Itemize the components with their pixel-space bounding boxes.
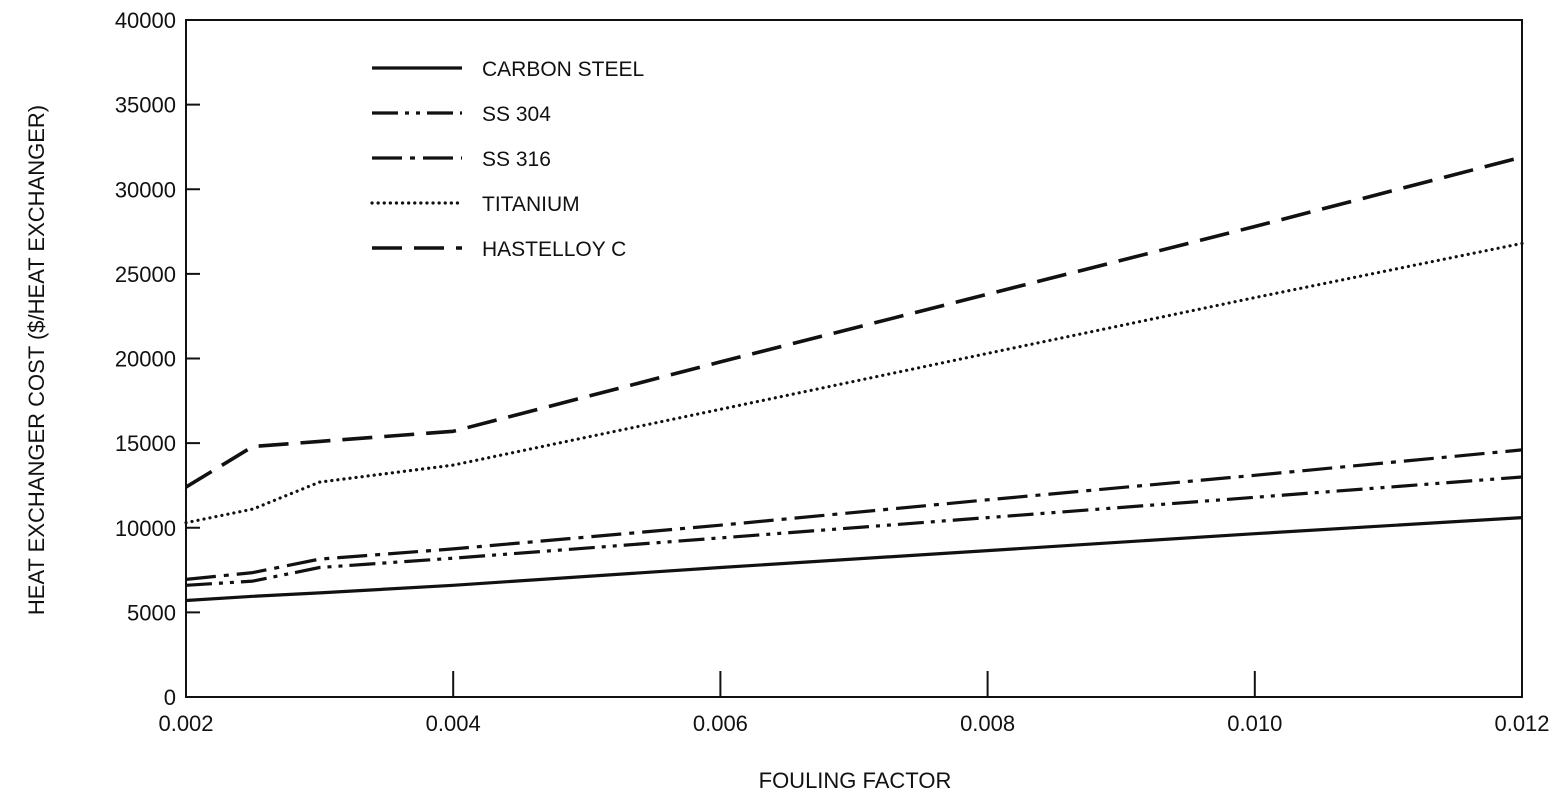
legend-label-titanium: TITANIUM <box>482 193 580 216</box>
y-tick-label: 15000 <box>115 431 176 456</box>
x-tick-label: 0.008 <box>960 711 1015 736</box>
y-axis-title: HEAT EXCHANGER COST ($/HEAT EXCHANGER) <box>24 105 49 615</box>
legend-label-ss-316: SS 316 <box>482 148 551 171</box>
series-line-ss-316 <box>185 448 1523 581</box>
y-tick-label: 40000 <box>115 8 176 33</box>
x-tick-label: 0.010 <box>1227 711 1282 736</box>
x-tick-label: 0.004 <box>426 711 481 736</box>
y-tick-label: 25000 <box>115 262 176 287</box>
y-tick-label: 20000 <box>115 347 176 372</box>
y-axis: 0 5000 10000 15000 20000 25000 30000 35000 40000 <box>115 8 200 710</box>
series-line-hastelloy-c <box>185 155 1523 489</box>
y-tick-label: 30000 <box>115 177 176 202</box>
x-tick-label: 0.006 <box>693 711 748 736</box>
series-lines <box>184 155 1524 603</box>
legend-label-hastelloy-c: HASTELLOY C <box>482 238 626 261</box>
y-tick-label: 0 <box>164 685 176 710</box>
series-line-carbon-steel <box>185 516 1523 603</box>
series-line-ss-304 <box>185 475 1523 587</box>
series-line-titanium <box>184 241 1524 525</box>
legend-label-ss-304: SS 304 <box>482 103 551 126</box>
y-tick-label: 10000 <box>115 516 176 541</box>
x-tick-label: 0.012 <box>1494 711 1549 736</box>
x-axis: 0.002 0.004 0.006 0.008 0.010 0.012 <box>158 671 1550 736</box>
legend-label-carbon-steel: CARBON STEEL <box>482 58 644 81</box>
legend: CARBON STEEL SS 304 SS 316 TITANIUM HASTELLO… <box>370 58 644 261</box>
y-tick-label: 5000 <box>127 600 176 625</box>
x-tick-label: 0.002 <box>158 711 213 736</box>
y-tick-label: 35000 <box>115 93 176 118</box>
x-axis-title: FOULING FACTOR <box>759 768 952 793</box>
plot-frame <box>185 19 1523 698</box>
plot-area-border <box>185 19 1523 698</box>
